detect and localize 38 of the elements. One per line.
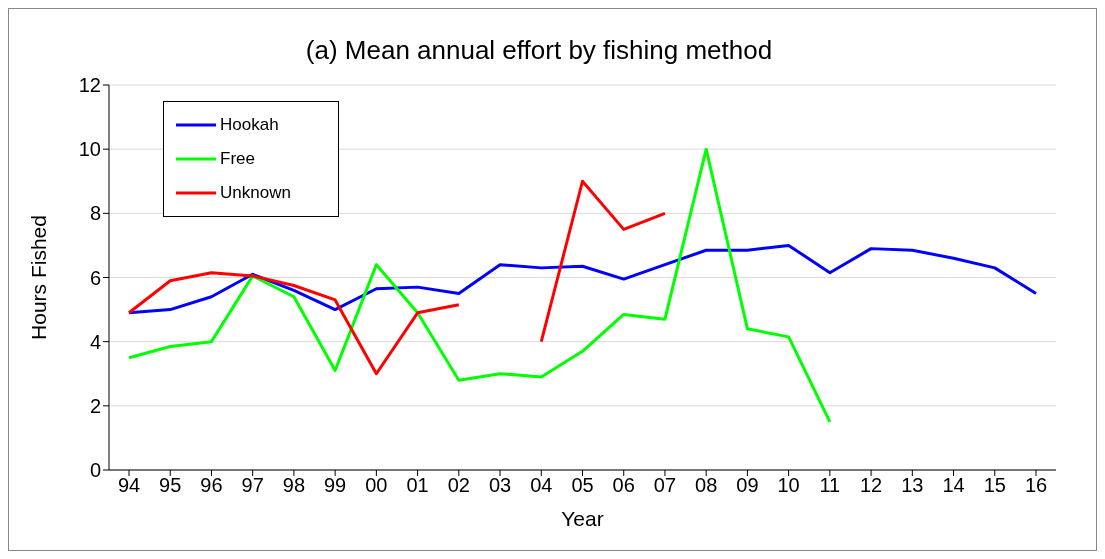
x-tick-label: 15 xyxy=(983,474,1006,497)
x-tick-label: 99 xyxy=(324,474,347,497)
x-tick-label: 11 xyxy=(819,474,841,497)
line-series xyxy=(127,147,832,424)
x-tick-label: 09 xyxy=(736,474,759,497)
x-tick-label: 02 xyxy=(447,474,470,497)
x-axis-title: Year xyxy=(561,507,604,530)
legend-label: Hookah xyxy=(220,114,279,136)
x-tick-label: 01 xyxy=(406,474,429,497)
x-tick-label: 03 xyxy=(488,474,512,497)
x-tick-label: 08 xyxy=(695,474,718,497)
x-tick-label: 06 xyxy=(612,474,635,497)
x-tick-label: 04 xyxy=(530,474,553,497)
y-axis-title: Hours Fished xyxy=(27,215,51,340)
chart-title: (a) Mean annual effort by fishing method xyxy=(304,35,774,66)
x-tick-label: 07 xyxy=(653,474,677,497)
y-tick-label: 12 xyxy=(78,74,101,97)
x-tick-label: 12 xyxy=(859,474,883,497)
x-tick-label: 16 xyxy=(1024,474,1048,497)
y-tick-label: 8 xyxy=(89,202,101,225)
x-tick-label: 94 xyxy=(117,474,141,497)
y-tick-label: 6 xyxy=(89,266,101,289)
x-tick-label: 97 xyxy=(241,474,264,497)
x-tick-label: 10 xyxy=(777,474,800,497)
legend-label: Free xyxy=(220,148,255,170)
legend-label: Unknown xyxy=(220,182,291,204)
x-tick-label: 13 xyxy=(901,474,924,497)
y-tick-label: 0 xyxy=(89,459,101,482)
x-tick-label: 00 xyxy=(365,474,388,497)
y-tick-label: 10 xyxy=(78,138,101,161)
x-tick-label: 96 xyxy=(200,474,223,497)
x-tick-label: 95 xyxy=(159,474,182,497)
x-tick-label: 14 xyxy=(942,474,965,497)
line-series xyxy=(127,243,1038,315)
x-tick-label: 05 xyxy=(571,474,594,497)
y-tick-label: 4 xyxy=(89,330,101,353)
y-tick-label: 2 xyxy=(89,394,101,417)
x-tick-label: 98 xyxy=(282,474,306,497)
